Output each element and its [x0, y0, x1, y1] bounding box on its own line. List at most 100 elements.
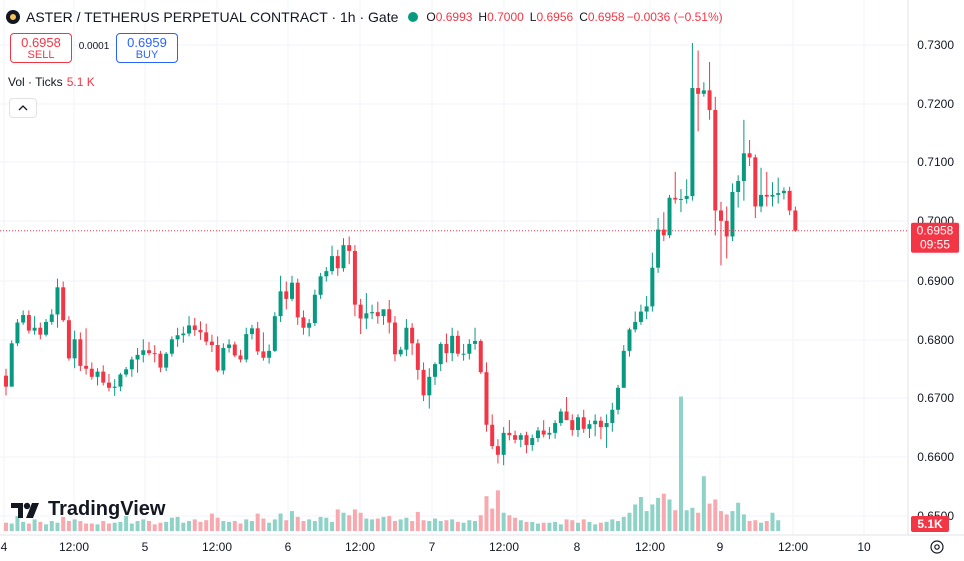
volume-bar: [759, 522, 764, 531]
time-tick-label: 7: [429, 540, 436, 554]
candle-body: [673, 197, 678, 200]
candle: [564, 397, 569, 421]
time-tick-label: 9: [717, 540, 724, 554]
volume-bar: [249, 521, 254, 531]
candle-body: [667, 197, 672, 236]
volume-bar: [707, 503, 712, 531]
volume-bar: [673, 510, 678, 531]
candle: [530, 434, 535, 451]
volume-bar: [135, 521, 140, 531]
volume-bar: [747, 521, 752, 531]
candle: [9, 340, 14, 387]
candle: [147, 342, 151, 356]
candle-body: [638, 311, 643, 322]
volume-bar: [227, 521, 232, 531]
volume-bar: [95, 524, 100, 531]
price-tick-label: 0.7200: [917, 97, 954, 111]
candle-body: [484, 372, 489, 425]
volume-bar: [541, 522, 546, 531]
volume-bar: [124, 516, 129, 531]
candle: [524, 431, 529, 454]
volume-bar: [724, 514, 729, 531]
ohlc-high: H0.7000: [478, 10, 523, 24]
volume-bar: [318, 516, 323, 531]
candle-body: [404, 327, 409, 350]
candle: [707, 62, 712, 120]
sell-button[interactable]: 0.6958 SELL: [10, 33, 72, 63]
candle-body: [341, 245, 346, 269]
volume-bar: [118, 521, 123, 531]
candle-body: [278, 291, 283, 317]
candle: [330, 245, 335, 275]
time-tick-label: 12:00: [202, 540, 232, 554]
symbol-title[interactable]: ASTER / TETHERUS PERPETUAL CONTRACT · 1h…: [26, 9, 399, 25]
volume-bar: [467, 520, 472, 531]
volume-bar: [244, 519, 249, 531]
chart-grid: [0, 0, 964, 536]
candle-body: [255, 328, 260, 352]
candle: [581, 409, 586, 433]
candle: [181, 326, 186, 343]
candle: [461, 343, 466, 361]
candle: [593, 414, 598, 437]
candle-body: [724, 220, 729, 237]
volume-legend[interactable]: Vol · Ticks 5.1 K: [8, 75, 95, 89]
candle-body: [84, 365, 89, 369]
candle-body: [736, 181, 741, 193]
volume-bar: [324, 517, 329, 531]
tradingview-logo[interactable]: TradingView: [10, 498, 165, 521]
candle: [72, 330, 77, 369]
price-change: −0.0036 (−0.51%): [626, 10, 723, 24]
volume-bar: [598, 522, 603, 531]
volume-bar: [421, 520, 426, 531]
last-volume-label: 5.1K: [911, 516, 949, 532]
candle: [781, 187, 786, 200]
candle: [398, 346, 403, 357]
candle-body: [501, 432, 506, 455]
candle: [633, 311, 638, 333]
candle-body: [164, 353, 169, 368]
candle: [518, 432, 523, 448]
candle: [26, 310, 31, 334]
volume-bar: [444, 520, 449, 531]
candle-body: [295, 282, 300, 318]
candle: [187, 316, 192, 337]
candle: [341, 238, 346, 272]
candle-body: [290, 282, 294, 299]
volume-bar: [719, 511, 723, 531]
ohlc-close: C0.6958 −0.0036 (−0.51%): [579, 10, 722, 24]
price-axis[interactable]: 0.73000.72000.71000.70000.69000.68000.67…: [917, 38, 954, 523]
volume-bar: [330, 521, 335, 531]
candle-body: [198, 330, 203, 333]
volume-bar: [169, 517, 174, 531]
candle: [650, 252, 655, 312]
candle-body: [507, 432, 512, 436]
candle-body: [707, 90, 712, 110]
sell-price: 0.6958: [21, 35, 61, 50]
candle: [410, 323, 415, 355]
time-tick-label: 6: [285, 540, 292, 554]
time-axis[interactable]: 4 12:00 5 12:00 6 12:00 7 12:00 8 12:00 9 12:00 10: [1, 540, 871, 554]
chart-settings-button[interactable]: [928, 538, 946, 561]
volume-bar: [501, 512, 506, 531]
candle-body: [106, 382, 111, 388]
candle-body: [650, 267, 655, 307]
volume-bar: [375, 518, 380, 531]
collapse-legend-button[interactable]: [9, 98, 37, 118]
volume-bar: [364, 518, 369, 531]
candle: [364, 293, 369, 329]
candle-body: [301, 317, 306, 328]
candle: [318, 272, 323, 299]
candle-body: [747, 153, 752, 158]
candle: [209, 334, 214, 352]
candle: [387, 300, 392, 334]
candle: [553, 420, 558, 439]
candle-body: [564, 411, 569, 421]
buy-button[interactable]: 0.6959 BUY: [116, 33, 178, 63]
candle: [747, 140, 752, 167]
candle-body: [307, 323, 312, 328]
candle-body: [450, 335, 455, 354]
volume-bar: [312, 521, 317, 531]
candle: [278, 275, 283, 322]
